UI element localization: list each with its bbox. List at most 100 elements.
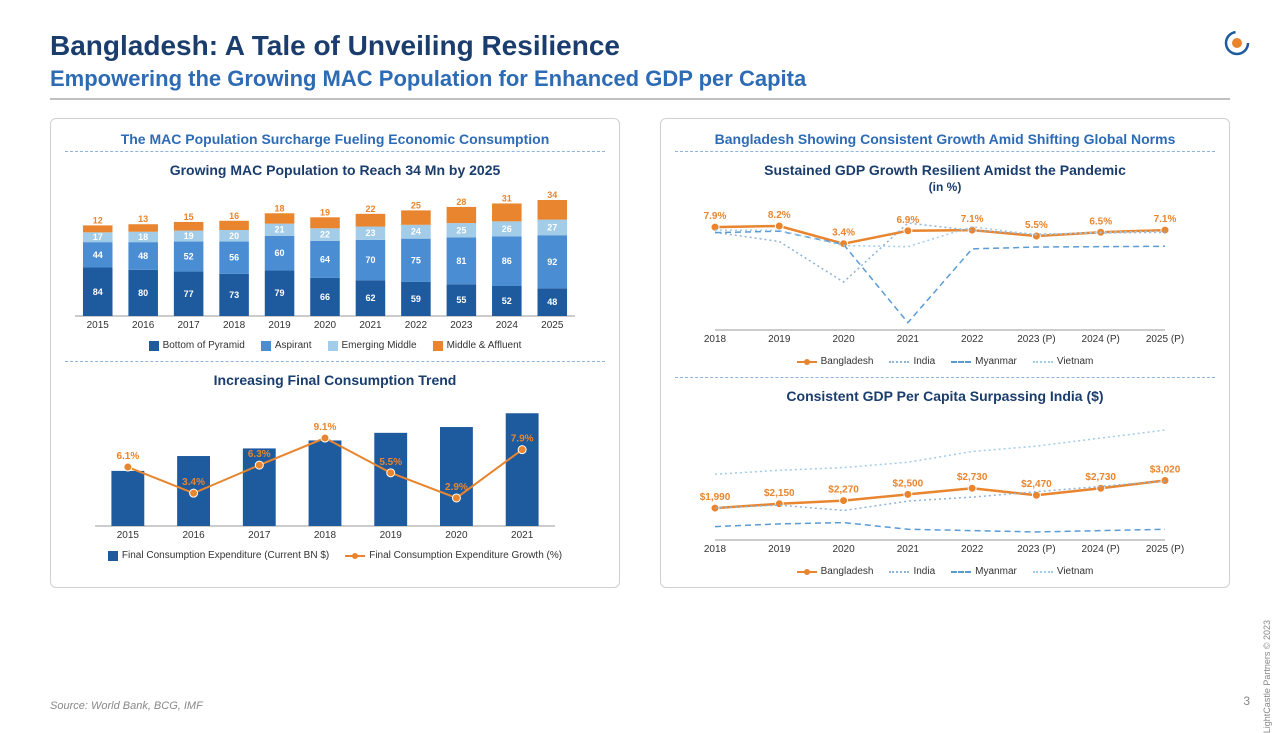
svg-text:2023 (P): 2023 (P): [1017, 334, 1055, 345]
legend-item: Middle & Affluent: [433, 340, 522, 351]
svg-text:9.1%: 9.1%: [314, 422, 337, 433]
gdp-growth-line-chart: 201820192020202120222023 (P)2024 (P)2025…: [675, 202, 1195, 352]
svg-text:2023 (P): 2023 (P): [1017, 544, 1055, 555]
svg-text:22: 22: [365, 204, 375, 214]
svg-text:2019: 2019: [380, 530, 403, 541]
svg-text:48: 48: [547, 297, 557, 307]
legend-item: Bangladesh: [797, 566, 874, 577]
svg-text:66: 66: [320, 292, 330, 302]
brand-logo-icon: [1222, 28, 1252, 58]
svg-text:2022: 2022: [961, 544, 984, 555]
svg-text:17: 17: [93, 232, 103, 242]
legend-item: India: [889, 356, 935, 367]
slide-title: Bangladesh: A Tale of Unveiling Resilien…: [50, 30, 1230, 62]
svg-text:27: 27: [547, 222, 557, 232]
combo-chart-legend: Final Consumption Expenditure (Current B…: [65, 550, 605, 561]
legend-item: Myanmar: [951, 356, 1017, 367]
svg-text:15: 15: [184, 212, 194, 222]
svg-text:26: 26: [502, 224, 512, 234]
svg-text:2021: 2021: [511, 530, 534, 541]
svg-text:$1,990: $1,990: [700, 492, 731, 503]
svg-text:48: 48: [138, 251, 148, 261]
svg-text:31: 31: [502, 193, 512, 203]
svg-text:2018: 2018: [704, 544, 727, 555]
right-panel-title: Bangladesh Showing Consistent Growth Ami…: [675, 127, 1215, 152]
svg-text:$2,730: $2,730: [1085, 472, 1116, 483]
chart3-subtitle: (in %): [675, 180, 1215, 194]
svg-text:2022: 2022: [405, 320, 428, 331]
svg-text:2019: 2019: [268, 320, 291, 331]
svg-text:2024 (P): 2024 (P): [1082, 544, 1120, 555]
legend-item: Final Consumption Expenditure Growth (%): [345, 550, 562, 561]
svg-text:2020: 2020: [314, 320, 337, 331]
svg-text:18: 18: [138, 232, 148, 242]
legend-item: Final Consumption Expenditure (Current B…: [108, 550, 329, 561]
svg-text:7.1%: 7.1%: [1154, 214, 1177, 225]
svg-text:6.3%: 6.3%: [248, 449, 271, 460]
svg-text:2016: 2016: [132, 320, 155, 331]
svg-text:25: 25: [411, 200, 421, 210]
svg-text:19: 19: [320, 207, 330, 217]
svg-text:5.5%: 5.5%: [1025, 220, 1048, 231]
page-number: 3: [1243, 694, 1250, 708]
svg-text:2021: 2021: [897, 544, 920, 555]
svg-text:44: 44: [93, 250, 103, 260]
svg-text:2025: 2025: [541, 320, 564, 331]
svg-text:2.9%: 2.9%: [445, 482, 468, 493]
panel-divider: [65, 361, 605, 362]
chart2-title: Increasing Final Consumption Trend: [65, 372, 605, 388]
svg-text:20: 20: [229, 231, 239, 241]
legend-item: Aspirant: [261, 340, 312, 351]
svg-text:7.1%: 7.1%: [961, 214, 984, 225]
svg-text:3.4%: 3.4%: [832, 228, 855, 239]
svg-text:52: 52: [184, 252, 194, 262]
legend-item: Vietnam: [1033, 566, 1094, 577]
svg-text:2020: 2020: [445, 530, 468, 541]
gdp-per-capita-line-chart: 201820192020202120222023 (P)2024 (P)2025…: [675, 412, 1195, 562]
svg-text:2016: 2016: [182, 530, 205, 541]
svg-text:84: 84: [93, 287, 103, 297]
svg-text:2015: 2015: [87, 320, 110, 331]
svg-text:2021: 2021: [359, 320, 382, 331]
svg-text:75: 75: [411, 255, 421, 265]
svg-text:73: 73: [229, 290, 239, 300]
svg-text:2017: 2017: [178, 320, 201, 331]
svg-text:19: 19: [184, 231, 194, 241]
svg-text:77: 77: [184, 289, 194, 299]
source-note: Source: World Bank, BCG, IMF: [50, 700, 203, 712]
svg-text:86: 86: [502, 256, 512, 266]
svg-text:52: 52: [502, 296, 512, 306]
svg-text:62: 62: [365, 293, 375, 303]
svg-text:80: 80: [138, 288, 148, 298]
svg-text:$2,500: $2,500: [893, 478, 924, 489]
svg-text:2023: 2023: [450, 320, 473, 331]
svg-text:64: 64: [320, 254, 330, 264]
svg-text:2019: 2019: [768, 334, 791, 345]
svg-text:2025 (P): 2025 (P): [1146, 334, 1184, 345]
svg-text:5.5%: 5.5%: [379, 457, 402, 468]
svg-text:6.5%: 6.5%: [1089, 216, 1112, 227]
legend-item: Bottom of Pyramid: [149, 340, 245, 351]
consumption-combo-chart: $152 Bn2015$193 Bn2016$214 Bn2017$236 Bn…: [65, 396, 585, 546]
mac-population-stacked-bar-chart: 8444171220158048181320167752191520177356…: [65, 186, 585, 336]
gdp-per-capita-legend: BangladeshIndiaMyanmarVietnam: [675, 566, 1215, 577]
legend-item: India: [889, 566, 935, 577]
right-panel: Bangladesh Showing Consistent Growth Ami…: [660, 118, 1230, 588]
svg-text:92: 92: [547, 257, 557, 267]
svg-text:2020: 2020: [832, 544, 855, 555]
chart1-title: Growing MAC Population to Reach 34 Mn by…: [65, 162, 605, 178]
svg-text:7.9%: 7.9%: [704, 211, 727, 222]
svg-text:$2,150: $2,150: [764, 488, 795, 499]
svg-text:25: 25: [456, 225, 466, 235]
svg-text:34: 34: [547, 190, 557, 200]
svg-text:18: 18: [275, 203, 285, 213]
svg-text:2021: 2021: [897, 334, 920, 345]
svg-text:81: 81: [456, 256, 466, 266]
svg-text:21: 21: [275, 225, 285, 235]
svg-text:8.2%: 8.2%: [768, 210, 791, 221]
svg-text:55: 55: [456, 295, 466, 305]
left-panel: The MAC Population Surcharge Fueling Eco…: [50, 118, 620, 588]
svg-text:$2,470: $2,470: [1021, 479, 1052, 490]
svg-text:13: 13: [138, 214, 148, 224]
svg-text:7.9%: 7.9%: [511, 434, 534, 445]
